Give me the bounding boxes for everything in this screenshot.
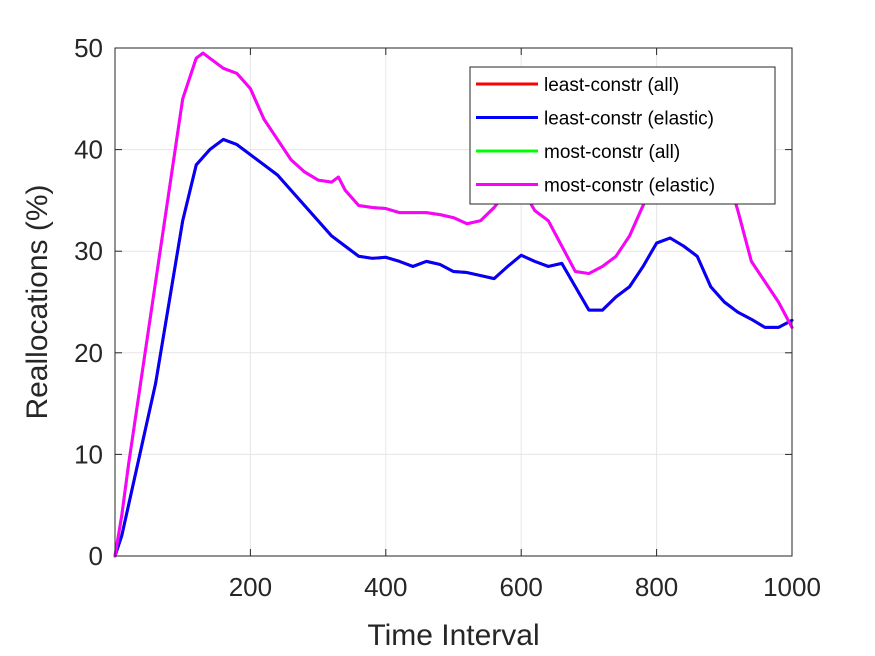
plot-frame [114, 47, 793, 557]
y-tick-label: 20 [74, 338, 103, 368]
x-tick-label: 800 [635, 572, 678, 602]
legend: least-constr (all) least-constr (elastic)… [469, 66, 776, 205]
x-axis-label: Time Interval [367, 619, 539, 652]
x-tick-label: 200 [229, 572, 272, 602]
y-tick-label: 30 [74, 236, 103, 266]
axis-ticks: 200 400 600 800 1000 0 10 20 30 40 50 [74, 33, 821, 602]
x-tick-label: 600 [500, 572, 543, 602]
y-tick-label: 10 [74, 439, 103, 469]
y-tick-label: 0 [89, 541, 103, 571]
legend-label: most-constr (elastic) [544, 176, 715, 197]
x-tick-label: 400 [364, 572, 407, 602]
legend-box [469, 66, 776, 205]
y-axis-label: Reallocations (%) [21, 184, 54, 419]
y-tick-label: 50 [74, 33, 103, 63]
series-line-2 [113, 137, 794, 558]
legend-label: least-constr (all) [544, 75, 679, 96]
y-tick-label: 40 [74, 135, 103, 165]
legend-label: most-constr (all) [544, 142, 680, 163]
legend-label: least-constr (elastic) [544, 109, 714, 130]
x-tick-label: 1000 [763, 572, 821, 602]
